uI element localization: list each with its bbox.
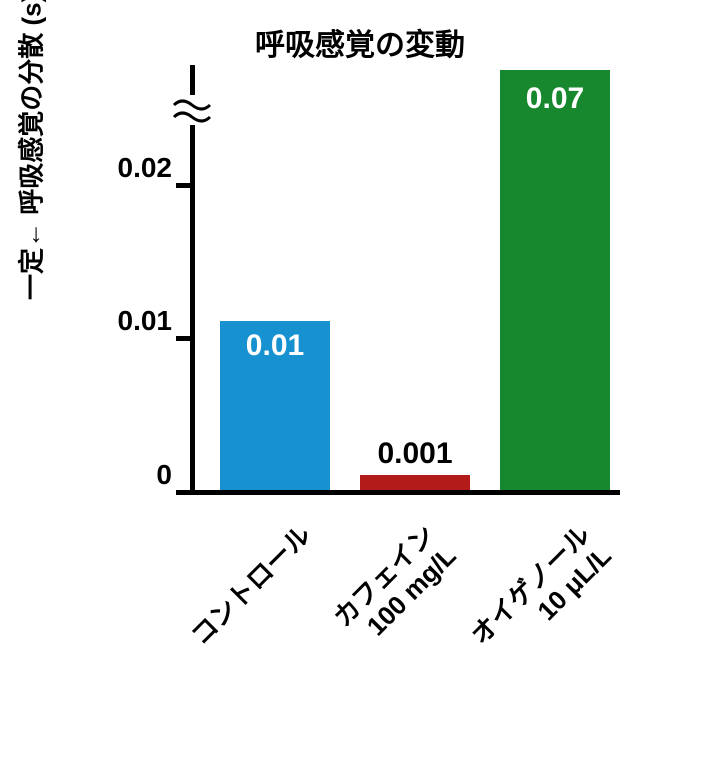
- bar-value-label: 0.01: [246, 329, 304, 363]
- y-tick-label: 0.01: [118, 305, 173, 337]
- x-axis: [190, 490, 620, 495]
- x-category-label: カフェイン 100 mg/L: [328, 520, 462, 654]
- y-axis: [190, 65, 195, 495]
- bar-value-label: 0.07: [526, 82, 584, 116]
- y-tick-label: 0.02: [118, 152, 173, 184]
- y-tick: [176, 490, 190, 495]
- x-cat-line1: コントロール: [185, 519, 317, 651]
- chart-title: 呼吸感覚の変動: [0, 20, 720, 64]
- bar-control: 0.01: [220, 321, 330, 490]
- chart-container: 呼吸感覚の変動 一定← 呼吸感覚の分散 (s) →変動 0 0.01 0.02 …: [0, 0, 720, 760]
- bar-caffeine: 0.001: [360, 475, 470, 490]
- bar-value-label: 0.001: [377, 437, 452, 471]
- y-tick: [176, 183, 190, 188]
- y-tick: [176, 336, 190, 341]
- axis-break: [172, 95, 212, 125]
- bar-eugenol: 0.07: [500, 70, 610, 490]
- plot-area: 0 0.01 0.02 0.01 0.001 0.07: [190, 65, 620, 495]
- x-category-label: オイゲノール 10 μL/L: [465, 520, 617, 672]
- x-category-label: コントロール: [186, 520, 317, 651]
- y-tick-label: 0: [156, 459, 172, 491]
- y-axis-label: 一定← 呼吸感覚の分散 (s) →変動: [12, 0, 49, 300]
